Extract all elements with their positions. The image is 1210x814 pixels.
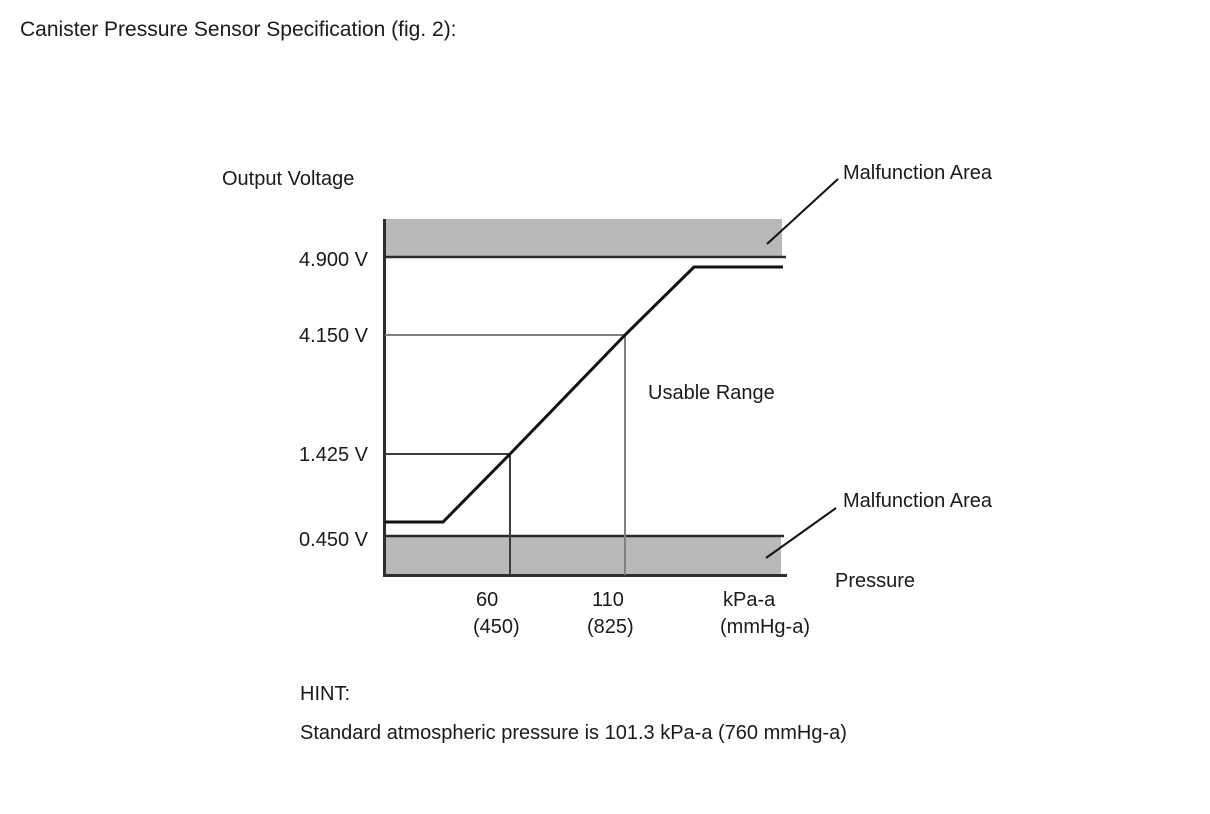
y-tick-0450v: 0.450 V — [299, 529, 368, 551]
leader-line-bottom-malfunction — [765, 507, 837, 559]
malfunction-area-label-bottom: Malfunction Area — [843, 490, 992, 512]
y-tick-4150v: 4.150 V — [299, 325, 368, 347]
x-tick-450-mmhg: (450) — [473, 616, 520, 638]
y-axis-title: Output Voltage — [222, 168, 355, 190]
x-tick-110-kpa: 110 — [592, 589, 624, 611]
upper-malfunction-band — [385, 219, 782, 256]
y-tick-1425v: 1.425 V — [299, 444, 368, 466]
figure-title: Canister Pressure Sensor Specification (… — [20, 18, 457, 41]
hint-text: Standard atmospheric pressure is 101.3 k… — [300, 722, 847, 744]
x-tick-60-kpa: 60 — [476, 589, 499, 611]
sensor-output-curve — [385, 265, 783, 524]
x-unit-mmhg: (mmHg-a) — [720, 616, 810, 638]
lower-malfunction-band — [385, 537, 781, 575]
x-axis-title: Pressure — [835, 570, 916, 592]
leader-line-top-malfunction — [766, 178, 839, 245]
x-tick-825-mmhg: (825) — [587, 616, 634, 638]
hint-heading: HINT: — [300, 683, 350, 705]
x-unit-kpa: kPa-a — [723, 589, 776, 611]
malfunction-area-label-top: Malfunction Area — [843, 162, 992, 184]
y-tick-4900v: 4.900 V — [299, 249, 368, 271]
usable-range-label: Usable Range — [648, 382, 775, 404]
